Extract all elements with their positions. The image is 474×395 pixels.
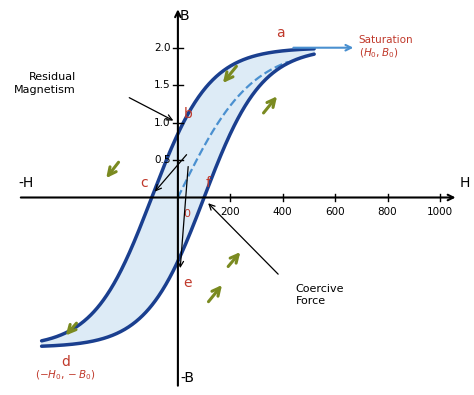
Text: 0: 0 [183, 209, 190, 219]
Text: 600: 600 [325, 207, 345, 217]
Text: $(-H_0, -B_0)$: $(-H_0, -B_0)$ [35, 368, 96, 382]
Text: 2.0: 2.0 [154, 43, 171, 53]
Text: 200: 200 [220, 207, 240, 217]
Text: 1.0: 1.0 [154, 118, 171, 128]
Text: c: c [140, 176, 148, 190]
Text: d: d [61, 355, 70, 369]
Text: f: f [205, 176, 210, 190]
Text: B: B [180, 9, 190, 23]
Text: 0.5: 0.5 [154, 155, 171, 165]
Text: 800: 800 [378, 207, 397, 217]
Text: H: H [460, 176, 470, 190]
Text: -B: -B [180, 371, 194, 385]
Text: b: b [183, 107, 192, 121]
Text: 400: 400 [273, 207, 292, 217]
Text: e: e [183, 276, 192, 290]
Text: 1000: 1000 [427, 207, 453, 217]
Text: Residual
Magnetism: Residual Magnetism [14, 72, 76, 95]
Text: a: a [276, 26, 284, 40]
Text: Saturation
$(H_0, B_0)$: Saturation $(H_0, B_0)$ [359, 35, 413, 60]
Text: Coercive
Force: Coercive Force [296, 284, 344, 306]
Text: 1.5: 1.5 [154, 80, 171, 90]
Polygon shape [42, 49, 314, 346]
Text: -H: -H [18, 176, 33, 190]
